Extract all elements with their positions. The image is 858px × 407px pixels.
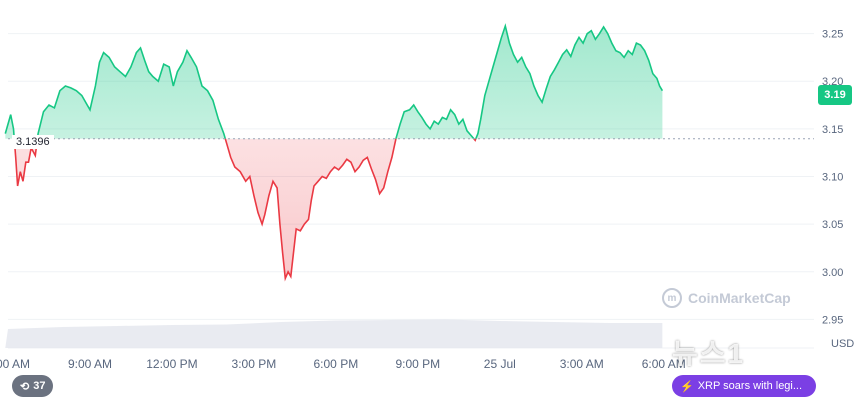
x-tick-label: 12:00 PM <box>146 357 197 371</box>
price-fill <box>5 26 663 279</box>
x-tick-label: 6:00 AM <box>642 357 686 371</box>
volume-area <box>5 319 663 348</box>
lightning-icon: ⚡ <box>680 380 694 393</box>
x-tick-label: 3:00 PM <box>232 357 277 371</box>
y-tick-label: 3.10 <box>822 172 843 184</box>
x-tick-label: 3:00 AM <box>560 357 604 371</box>
news-agency-watermark: 뉴스1 <box>672 332 745 372</box>
x-axis-ticks: 6:00 AM 9:00 AM 12:00 PM 3:00 PM 6:00 PM 9:00… <box>0 357 686 371</box>
comments-count: 37 <box>33 380 46 392</box>
news-ticker-button[interactable]: ⚡ XRP soars with legi... <box>672 375 816 397</box>
history-icon: ⟲ <box>20 380 30 393</box>
y-tick-label: 3.05 <box>822 219 843 231</box>
y-tick-label: 3.00 <box>822 267 843 279</box>
x-tick-label: 9:00 AM <box>68 357 112 371</box>
news-headline: XRP soars with legi... <box>697 380 803 392</box>
coinmarketcap-watermark: m CoinMarketCap <box>662 288 791 308</box>
y-tick-label: 3.15 <box>822 124 843 136</box>
volume-area-path <box>5 319 663 348</box>
price-line <box>4 23 664 282</box>
news-agency-logo: 뉴스1 <box>672 338 746 369</box>
y-tick-label: 3.25 <box>822 29 843 41</box>
baseline-value-label: 3.1396 <box>12 135 54 149</box>
x-tick-label: 25 Jul <box>484 357 516 371</box>
fill-above-baseline <box>5 26 663 139</box>
coinmarketcap-logo-icon: m <box>662 288 682 308</box>
currency-label: USD <box>831 338 855 350</box>
x-tick-label: 6:00 PM <box>314 357 359 371</box>
price-line-above <box>4 23 664 139</box>
current-price-badge: 3.19 <box>818 85 852 105</box>
comments-button[interactable]: ⟲ 37 <box>12 375 54 397</box>
y-axis-ticks: 2.953.003.053.103.153.203.25 <box>822 29 843 327</box>
x-tick-label: 6:00 AM <box>0 357 30 371</box>
price-line-below <box>13 138 477 282</box>
x-tick-label: 9:00 PM <box>395 357 440 371</box>
y-tick-label: 2.95 <box>822 314 843 326</box>
watermark-text: CoinMarketCap <box>688 290 791 306</box>
